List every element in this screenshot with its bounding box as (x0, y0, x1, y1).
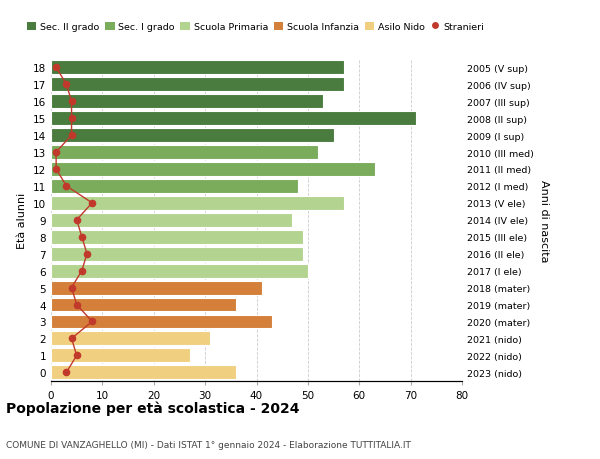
Text: COMUNE DI VANZAGHELLO (MI) - Dati ISTAT 1° gennaio 2024 - Elaborazione TUTTITALI: COMUNE DI VANZAGHELLO (MI) - Dati ISTAT … (6, 440, 411, 449)
Bar (51, 332, 210, 346)
Bar (51, 95, 323, 109)
Legend: Sec. II grado, Sec. I grado, Scuola Primaria, Scuola Infanzia, Asilo Nido, Stran: Sec. II grado, Sec. I grado, Scuola Prim… (27, 22, 484, 32)
Bar (51, 196, 344, 210)
Y-axis label: Anni di nascita: Anni di nascita (539, 179, 549, 262)
Bar (51, 281, 262, 295)
Bar (51, 315, 272, 329)
Bar (51, 298, 236, 312)
Bar (51, 162, 374, 177)
Bar (51, 129, 334, 143)
Bar (51, 61, 344, 75)
Bar (51, 78, 344, 92)
Text: Popolazione per età scolastica - 2024: Popolazione per età scolastica - 2024 (6, 401, 299, 415)
Bar (51, 349, 190, 363)
Y-axis label: Età alunni: Età alunni (17, 192, 28, 248)
Bar (51, 264, 308, 278)
Bar (51, 112, 416, 126)
Bar (51, 179, 298, 193)
Bar (51, 365, 236, 380)
Bar (51, 146, 318, 160)
Bar (51, 230, 303, 244)
Bar (51, 213, 292, 227)
Bar (51, 247, 303, 261)
